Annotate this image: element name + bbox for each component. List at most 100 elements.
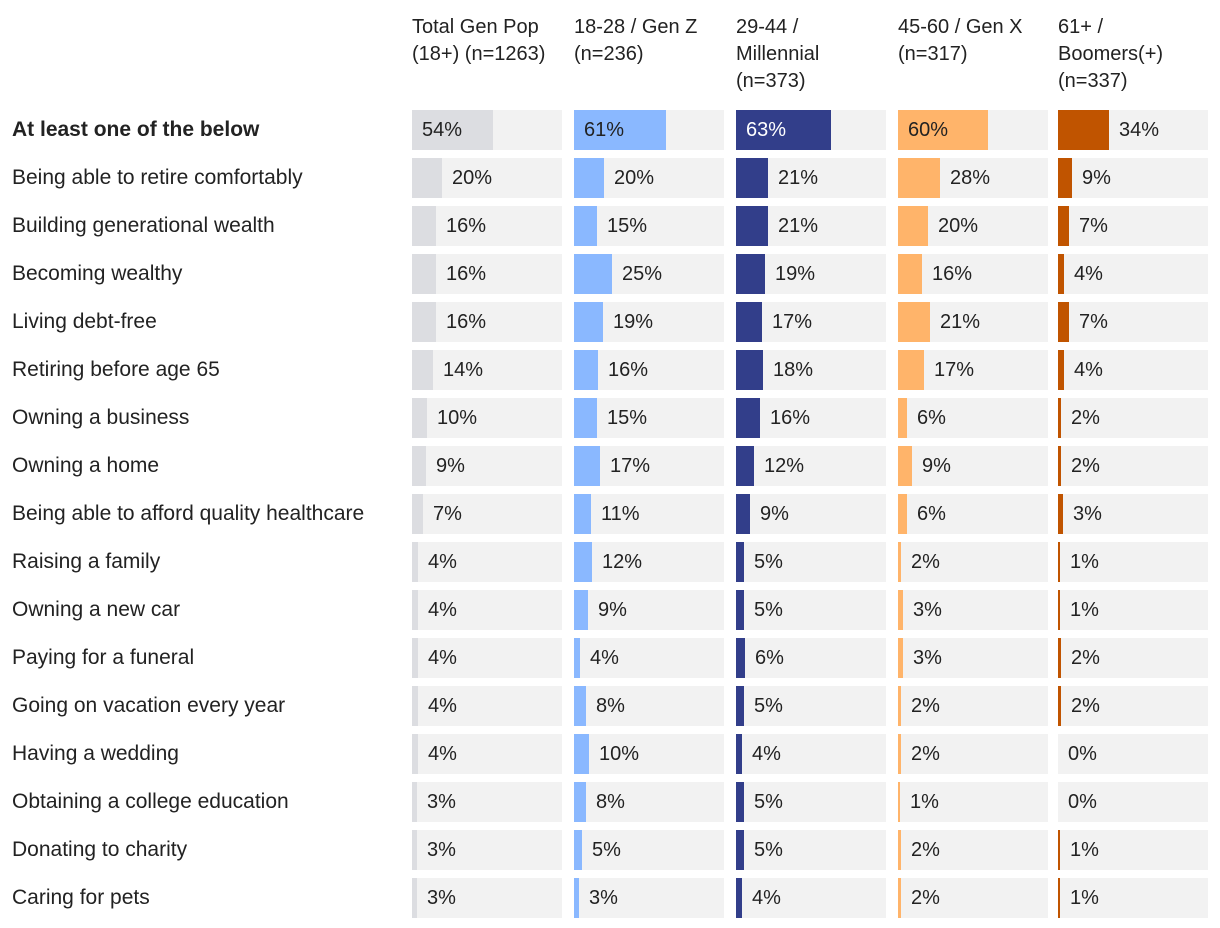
bar-cell: 3% [898, 590, 1048, 630]
bar [1058, 830, 1060, 870]
column-header: 29-44 / Millennial (n=373) [736, 14, 886, 95]
bar-cell: 34% [1058, 110, 1208, 150]
bar [736, 830, 744, 870]
bar [574, 446, 600, 486]
data-label: 4% [1074, 263, 1103, 285]
bar-cell: 5% [736, 590, 886, 630]
bar-cell: 4% [736, 878, 886, 918]
bar [412, 446, 426, 486]
bar-cell: 1% [1058, 542, 1208, 582]
bar [736, 254, 765, 294]
column-header-line: 45-60 / Gen X [898, 16, 1023, 38]
bar-cell: 11% [574, 494, 724, 534]
bar [1058, 350, 1064, 390]
bar-cell: 10% [574, 734, 724, 774]
bar-cell: 16% [412, 206, 562, 246]
bar [574, 638, 580, 678]
bar [898, 878, 901, 918]
column-header-line: Boomers(+) [1058, 43, 1164, 65]
data-label: 3% [427, 791, 456, 813]
bar-cell: 4% [412, 542, 562, 582]
bar-cell: 15% [574, 398, 724, 438]
bar [736, 110, 831, 150]
bar [736, 638, 745, 678]
bar [412, 638, 418, 678]
row-label: Owning a home [12, 454, 160, 477]
column-header: 18-28 / Gen Z (n=236) [574, 14, 724, 68]
data-label: 9% [436, 455, 465, 477]
bar-cell: 2% [898, 830, 1048, 870]
data-label: 28% [950, 167, 991, 189]
column-header-line: 18-28 / Gen Z [574, 16, 698, 38]
data-label: 9% [922, 455, 951, 477]
data-label: 20% [614, 167, 655, 189]
bar-cell: 9% [1058, 158, 1208, 198]
bar [736, 446, 754, 486]
bar-cell: 5% [736, 542, 886, 582]
data-label: 14% [443, 359, 484, 381]
data-label: 21% [778, 215, 819, 237]
bar [898, 398, 907, 438]
bar-cell: 5% [574, 830, 724, 870]
bar [574, 110, 666, 150]
bar-cell: 9% [412, 446, 562, 486]
bar-cell: 25% [574, 254, 724, 294]
data-label: 5% [754, 791, 783, 813]
bar-cell: 16% [412, 302, 562, 342]
bar [412, 878, 417, 918]
column-header: 61+ / Boomers(+) (n=337) [1058, 14, 1208, 95]
row-label: Being able to retire comfortably [12, 166, 303, 189]
bar-cell: 12% [736, 446, 886, 486]
column-header-line: (18+) (n=1263) [412, 43, 546, 65]
data-label: 2% [911, 839, 940, 861]
bar [1058, 590, 1060, 630]
data-label: 2% [911, 887, 940, 909]
data-label: 5% [754, 839, 783, 861]
bar-cell: 16% [898, 254, 1048, 294]
data-label: 2% [1071, 647, 1100, 669]
data-label: 17% [610, 455, 651, 477]
bar [412, 254, 436, 294]
bar [898, 350, 924, 390]
bar-cell: 17% [574, 446, 724, 486]
bar-cell: 2% [1058, 686, 1208, 726]
bar [1058, 542, 1060, 582]
data-label: 7% [1079, 215, 1108, 237]
data-label: 11% [601, 503, 640, 525]
bar-cell: 4% [574, 638, 724, 678]
bar-cell: 17% [898, 350, 1048, 390]
bar-cell: 16% [412, 254, 562, 294]
bar [412, 686, 418, 726]
row-label: Building generational wealth [12, 214, 275, 237]
data-label: 4% [752, 887, 781, 909]
bar [412, 494, 423, 534]
bar-cell: 3% [412, 782, 562, 822]
bar-cell: 9% [574, 590, 724, 630]
data-label: 34% [1119, 119, 1160, 141]
data-label: 7% [1079, 311, 1108, 333]
column-header-line: (n=236) [574, 43, 644, 65]
data-label: 16% [446, 215, 487, 237]
bar-cell: 1% [898, 782, 1048, 822]
bar-cell: 61% [574, 110, 724, 150]
bar-cell: 17% [736, 302, 886, 342]
row-label: Retiring before age 65 [12, 358, 220, 381]
bar-cell: 8% [574, 782, 724, 822]
bar [736, 158, 768, 198]
bar [736, 494, 750, 534]
bar-cell: 2% [1058, 398, 1208, 438]
row-label: Living debt-free [12, 310, 157, 333]
data-label: 0% [1068, 791, 1097, 813]
bar [412, 542, 418, 582]
column-header-line: Total Gen Pop [412, 16, 539, 38]
data-label: 5% [754, 599, 783, 621]
data-label: 3% [427, 839, 456, 861]
bar [412, 590, 418, 630]
bar-cell: 4% [412, 686, 562, 726]
bar [412, 302, 436, 342]
bar [1058, 446, 1061, 486]
column-header: Total Gen Pop (18+) (n=1263) [412, 14, 562, 68]
data-label: 4% [1074, 359, 1103, 381]
column-header-line: 61+ / [1058, 16, 1104, 38]
bar-cell: 0% [1058, 782, 1208, 822]
